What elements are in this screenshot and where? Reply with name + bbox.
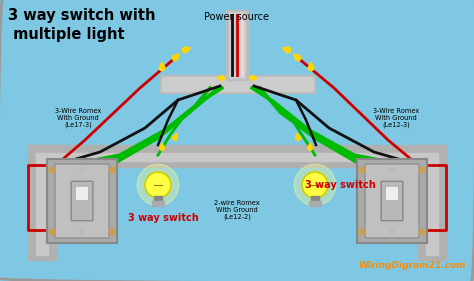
Circle shape — [109, 167, 115, 173]
Circle shape — [419, 167, 425, 173]
FancyBboxPatch shape — [381, 181, 403, 221]
Circle shape — [49, 229, 55, 235]
Circle shape — [308, 65, 314, 71]
Text: Power source: Power source — [204, 12, 270, 22]
Bar — [418, 145, 446, 260]
Circle shape — [49, 167, 55, 173]
Text: 3-Wire Romex
With Ground
(Le17-3): 3-Wire Romex With Ground (Le17-3) — [55, 108, 101, 128]
Polygon shape — [308, 143, 312, 148]
Circle shape — [137, 164, 179, 206]
Bar — [162, 77, 313, 91]
Polygon shape — [173, 133, 177, 139]
Circle shape — [308, 146, 312, 150]
Circle shape — [160, 146, 164, 150]
Text: 3-Wire Romex
With Ground
(Le12-3): 3-Wire Romex With Ground (Le12-3) — [373, 108, 419, 128]
FancyBboxPatch shape — [385, 186, 399, 200]
Circle shape — [173, 136, 177, 140]
Circle shape — [220, 76, 224, 80]
Polygon shape — [252, 76, 257, 80]
Circle shape — [296, 136, 300, 140]
FancyBboxPatch shape — [55, 164, 109, 238]
FancyBboxPatch shape — [365, 164, 419, 238]
Circle shape — [80, 230, 84, 235]
Circle shape — [285, 47, 291, 53]
FancyBboxPatch shape — [75, 186, 89, 200]
Bar — [36, 153, 48, 255]
Polygon shape — [283, 47, 289, 53]
Bar — [229, 12, 245, 78]
Text: 2-wire Romex
With Ground
(Le12-2): 2-wire Romex With Ground (Le12-2) — [214, 200, 260, 221]
Polygon shape — [173, 54, 179, 60]
Bar — [226, 10, 248, 80]
Polygon shape — [159, 62, 165, 68]
Bar — [152, 201, 164, 206]
FancyBboxPatch shape — [71, 181, 93, 221]
Circle shape — [390, 230, 394, 235]
Circle shape — [80, 167, 84, 173]
Circle shape — [250, 76, 254, 80]
Bar — [160, 75, 315, 93]
FancyBboxPatch shape — [357, 159, 427, 243]
Text: 3 way switch: 3 way switch — [128, 213, 199, 223]
Circle shape — [173, 55, 178, 61]
Polygon shape — [184, 47, 191, 53]
Bar — [311, 196, 319, 203]
Text: 3 way switch: 3 way switch — [305, 180, 375, 190]
Circle shape — [359, 167, 365, 173]
Polygon shape — [296, 133, 301, 139]
Circle shape — [302, 172, 328, 198]
Circle shape — [145, 172, 171, 198]
FancyBboxPatch shape — [47, 159, 117, 243]
Text: WiringDigram21.com: WiringDigram21.com — [357, 261, 465, 270]
Circle shape — [419, 229, 425, 235]
Bar — [28, 145, 56, 260]
Circle shape — [359, 229, 365, 235]
Circle shape — [294, 164, 336, 206]
Bar — [28, 145, 446, 167]
Circle shape — [182, 47, 188, 53]
Bar — [309, 201, 321, 206]
Bar — [154, 196, 162, 203]
Polygon shape — [308, 62, 314, 68]
Circle shape — [159, 65, 164, 71]
Circle shape — [390, 167, 394, 173]
Text: 3 way switch with
 multiple light: 3 way switch with multiple light — [8, 8, 155, 42]
Polygon shape — [159, 143, 164, 148]
Bar — [426, 153, 438, 255]
Circle shape — [295, 55, 301, 61]
Bar — [36, 153, 438, 161]
Circle shape — [109, 229, 115, 235]
Polygon shape — [294, 54, 300, 60]
Polygon shape — [217, 76, 222, 80]
